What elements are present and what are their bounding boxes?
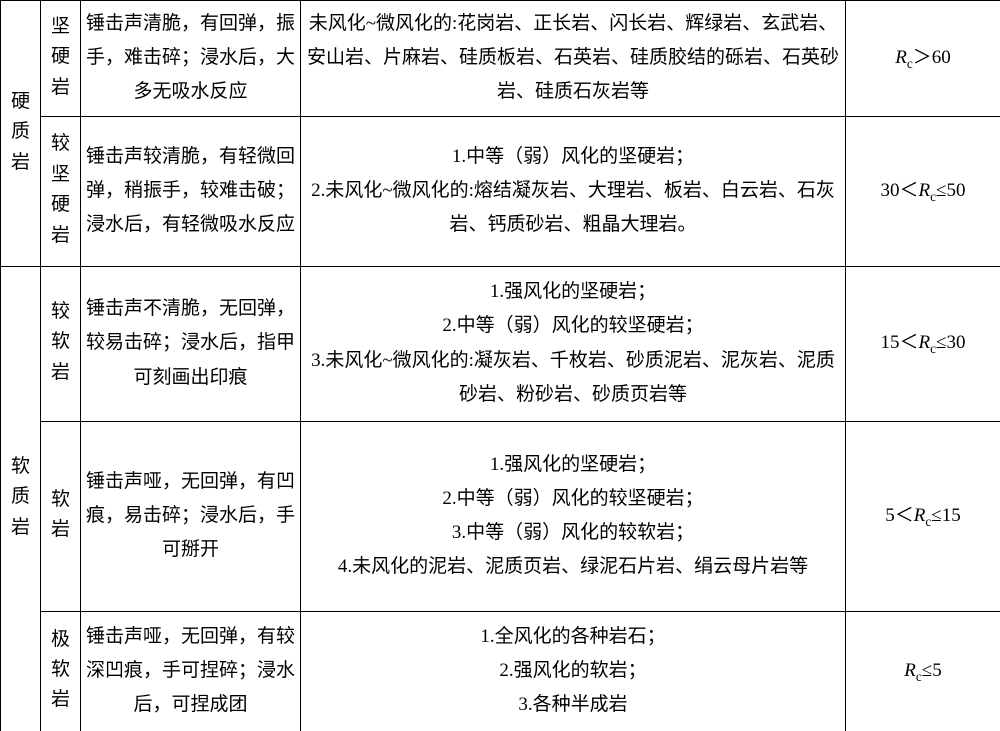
rc-cell: Rc＞60 xyxy=(846,1,1000,117)
rc-cell: 30＜Rc≤50 xyxy=(846,116,1000,266)
representative-cell: 1.全风化的各种岩石； 2.强风化的软岩； 3.各种半成岩 xyxy=(301,611,846,731)
representative-cell: 1.强风化的坚硬岩； 2.中等（弱）风化的较坚硬岩； 3.未风化~微风化的:凝灰… xyxy=(301,266,846,421)
subtype-text: 较坚硬岩 xyxy=(51,129,70,251)
subtype-cell: 较软岩 xyxy=(41,266,81,421)
rc-expression: ＞60 xyxy=(913,47,951,68)
subtype-cell: 极软岩 xyxy=(41,611,81,731)
category-cell: 硬质岩 xyxy=(1,1,41,267)
rc-symbol: R xyxy=(919,180,931,201)
rc-symbol: R xyxy=(895,47,907,68)
table-row: 较坚硬岩锤击声较清脆，有轻微回弹，稍振手，较难击破；浸水后，有轻微吸水反应1.中… xyxy=(1,116,1000,266)
rc-expression: ≤5 xyxy=(922,660,942,681)
subtype-text: 软岩 xyxy=(51,485,70,546)
subtype-text: 极软岩 xyxy=(51,625,70,716)
rc-cell: 5＜Rc≤15 xyxy=(846,421,1000,611)
category-cell: 软质岩 xyxy=(1,266,41,731)
category-text: 硬质岩 xyxy=(11,87,30,178)
rc-prefix: 15＜ xyxy=(881,332,919,353)
representative-cell: 1.强风化的坚硬岩； 2.中等（弱）风化的较坚硬岩； 3.中等（弱）风化的较软岩… xyxy=(301,421,846,611)
rc-expression: ≤30 xyxy=(936,332,965,353)
table-row: 硬质岩坚硬岩锤击声清脆，有回弹，振手，难击碎；浸水后，大多无吸水反应未风化~微风… xyxy=(1,1,1000,117)
representative-cell: 未风化~微风化的:花岗岩、正长岩、闪长岩、辉绿岩、玄武岩、安山岩、片麻岩、硅质板… xyxy=(301,1,846,117)
rc-expression: ≤50 xyxy=(936,180,965,201)
rc-cell: 15＜Rc≤30 xyxy=(846,266,1000,421)
table-row: 软质岩较软岩锤击声不清脆，无回弹，较易击碎；浸水后，指甲可刻画出印痕1.强风化的… xyxy=(1,266,1000,421)
rc-cell: Rc≤5 xyxy=(846,611,1000,731)
description-cell: 锤击声清脆，有回弹，振手，难击碎；浸水后，大多无吸水反应 xyxy=(81,1,301,117)
subtype-text: 坚硬岩 xyxy=(51,12,70,103)
rc-expression: ≤15 xyxy=(931,505,960,526)
table-row: 极软岩锤击声哑，无回弹，有较深凹痕，手可捏碎；浸水后，可捏成团1.全风化的各种岩… xyxy=(1,611,1000,731)
table-row: 软岩锤击声哑，无回弹，有凹痕，易击碎；浸水后，手可掰开1.强风化的坚硬岩； 2.… xyxy=(1,421,1000,611)
description-cell: 锤击声较清脆，有轻微回弹，稍振手，较难击破；浸水后，有轻微吸水反应 xyxy=(81,116,301,266)
description-cell: 锤击声哑，无回弹，有凹痕，易击碎；浸水后，手可掰开 xyxy=(81,421,301,611)
rc-symbol: R xyxy=(914,505,926,526)
subtype-cell: 较坚硬岩 xyxy=(41,116,81,266)
subtype-cell: 坚硬岩 xyxy=(41,1,81,117)
rc-symbol: R xyxy=(919,332,931,353)
rock-classification-table: 硬质岩 坚硬岩锤击声清脆，有回弹，振手，难击碎；浸水后，大多无吸水反应未风化~微风… xyxy=(0,0,1000,731)
subtype-cell: 软岩 xyxy=(41,421,81,611)
representative-cell: 1.中等（弱）风化的坚硬岩； 2.未风化~微风化的:熔结凝灰岩、大理岩、板岩、白… xyxy=(301,116,846,266)
description-cell: 锤击声不清脆，无回弹，较易击碎；浸水后，指甲可刻画出印痕 xyxy=(81,266,301,421)
rc-prefix: 5＜ xyxy=(885,505,914,526)
category-text: 软质岩 xyxy=(11,452,30,543)
rc-symbol: R xyxy=(904,660,916,681)
description-cell: 锤击声哑，无回弹，有较深凹痕，手可捏碎；浸水后，可捏成团 xyxy=(81,611,301,731)
subtype-text: 较软岩 xyxy=(51,297,70,388)
rc-prefix: 30＜ xyxy=(881,180,919,201)
